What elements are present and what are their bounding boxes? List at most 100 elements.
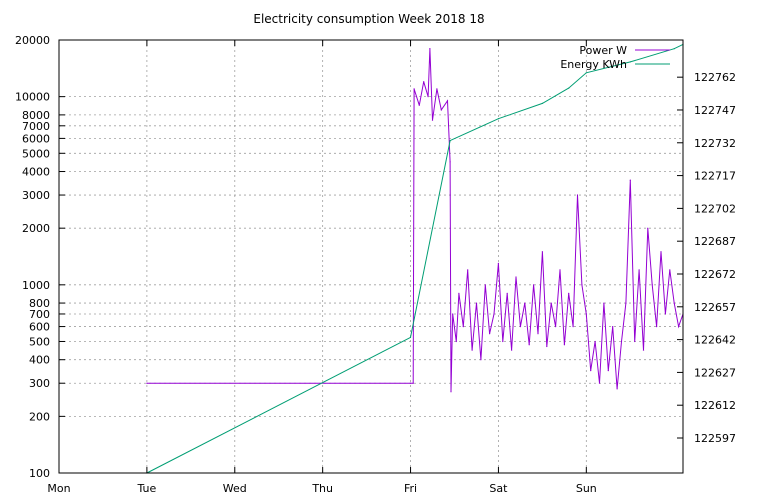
axes: Mon Tue Wed Thu Fri Sat Sun1002003004005006007… xyxy=(15,34,736,495)
data-point xyxy=(673,48,675,50)
legend-label: Power W xyxy=(579,44,627,57)
x-tick-label: Fri xyxy=(404,482,417,495)
data-point xyxy=(620,340,623,343)
data-point xyxy=(651,284,653,286)
data-point xyxy=(412,382,414,384)
data-point xyxy=(511,349,513,351)
y-left-tick-label: 800 xyxy=(29,297,50,310)
data-point xyxy=(559,269,561,271)
data-point xyxy=(678,326,680,328)
data-point xyxy=(568,87,570,89)
y-left-tick-label: 1000 xyxy=(22,279,50,292)
data-point xyxy=(449,140,451,142)
data-point xyxy=(423,81,425,83)
data-point xyxy=(431,119,434,121)
y-left-tick-label: 100 xyxy=(29,467,50,480)
y-left-tick-label: 5000 xyxy=(22,147,50,160)
data-point xyxy=(612,326,614,328)
chart-title: Electricity consumption Week 2018 18 xyxy=(253,12,484,26)
data-point xyxy=(528,344,530,346)
x-tick-label: Tue xyxy=(136,482,156,495)
data-point xyxy=(475,302,478,304)
data-point xyxy=(664,313,667,315)
data-point xyxy=(506,292,508,294)
x-tick-label: Thu xyxy=(311,482,333,495)
y-right-tick-label: 122732 xyxy=(694,137,736,150)
data-point xyxy=(467,269,469,271)
y-left-tick-label: 3000 xyxy=(22,189,50,202)
series-layer xyxy=(146,43,684,474)
data-point xyxy=(429,48,431,50)
y-right-tick-label: 122612 xyxy=(694,399,736,412)
data-point xyxy=(515,276,517,278)
data-point xyxy=(585,72,587,74)
data-point xyxy=(489,333,491,335)
data-point xyxy=(629,61,631,63)
y-right-tick-label: 122717 xyxy=(694,170,736,183)
data-point xyxy=(550,302,552,304)
data-point xyxy=(603,302,605,304)
y-right-tick-label: 122762 xyxy=(694,71,736,84)
plot-area-frame xyxy=(58,39,684,474)
data-point xyxy=(576,194,579,196)
y-right-tick-label: 122627 xyxy=(694,366,736,379)
data-point xyxy=(446,100,449,102)
data-point xyxy=(471,349,473,351)
y-right-tick-label: 122642 xyxy=(694,334,736,347)
data-point xyxy=(656,326,658,328)
data-point xyxy=(493,313,495,315)
data-point xyxy=(533,284,535,286)
y-right-tick-label: 122747 xyxy=(694,104,736,117)
data-point xyxy=(524,302,526,304)
data-point xyxy=(541,251,544,253)
data-point xyxy=(642,349,645,351)
data-point xyxy=(484,284,486,286)
data-point xyxy=(449,161,451,163)
data-point xyxy=(581,284,583,286)
y-right-tick-label: 122702 xyxy=(694,202,736,215)
data-point xyxy=(555,326,557,328)
data-point xyxy=(598,382,601,384)
data-point xyxy=(413,88,415,90)
y-left-tick-label: 8000 xyxy=(22,109,50,122)
data-point xyxy=(669,269,671,271)
data-point xyxy=(546,345,548,348)
data-point xyxy=(616,388,618,390)
data-point xyxy=(497,118,499,120)
data-point xyxy=(455,340,457,343)
data-point xyxy=(585,313,587,315)
y-left-tick-label: 10000 xyxy=(15,91,50,104)
series-line-energy-kwh xyxy=(146,43,684,474)
data-point xyxy=(590,370,592,372)
data-point xyxy=(607,370,609,372)
data-point xyxy=(462,326,464,328)
y-left-tick-label: 6000 xyxy=(22,132,50,145)
data-point xyxy=(452,313,454,315)
data-point xyxy=(440,109,442,111)
data-point xyxy=(450,391,452,393)
data-point xyxy=(647,227,649,229)
data-point xyxy=(634,340,636,343)
data-point xyxy=(563,344,566,346)
data-point xyxy=(502,340,504,343)
data-point xyxy=(409,382,412,384)
data-point xyxy=(436,88,438,90)
data-point xyxy=(537,333,539,335)
y-left-tick-label: 700 xyxy=(29,308,50,321)
y-left-tick-label: 400 xyxy=(29,354,50,367)
y-left-tick-label: 2000 xyxy=(22,222,50,235)
data-point xyxy=(497,262,499,264)
data-point xyxy=(519,326,522,328)
y-left-tick-label: 600 xyxy=(29,321,50,334)
y-right-tick-label: 122672 xyxy=(694,268,736,281)
y-left-tick-label: 20000 xyxy=(15,34,50,47)
data-point xyxy=(427,96,429,98)
y-right-tick-label: 122657 xyxy=(694,301,736,314)
series-line-power-w xyxy=(146,48,684,392)
data-point xyxy=(418,104,420,106)
data-point xyxy=(594,340,596,343)
x-tick-label: Sat xyxy=(489,482,508,495)
